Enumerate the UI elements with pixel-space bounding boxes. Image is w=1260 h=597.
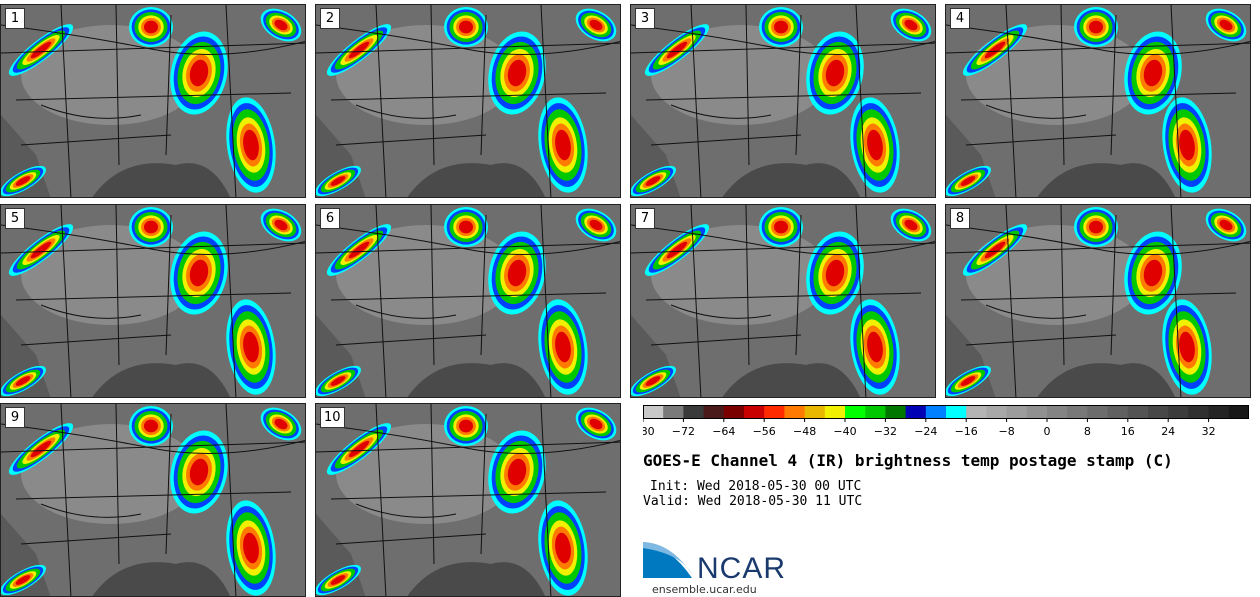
panel-7: 7 bbox=[630, 204, 936, 398]
panel-3: 3 bbox=[630, 4, 936, 198]
colorbar-tick-label: −8 bbox=[998, 425, 1014, 438]
colorbar-tick-label: −32 bbox=[874, 425, 897, 438]
northern-cloud-mass-layer bbox=[144, 221, 158, 234]
panel-number: 8 bbox=[950, 208, 970, 229]
website-url: ensemble.ucar.edu bbox=[652, 583, 757, 596]
colorbar-swatch bbox=[1188, 405, 1209, 419]
satellite-map bbox=[631, 205, 936, 398]
colorbar-swatch bbox=[784, 405, 805, 419]
colorbar-swatch bbox=[1128, 405, 1149, 419]
colorbar-swatch bbox=[1168, 405, 1189, 419]
satellite-map bbox=[946, 205, 1251, 398]
panel-number: 9 bbox=[5, 407, 25, 428]
colorbar-swatch bbox=[946, 405, 967, 419]
colorbar-swatch bbox=[906, 405, 927, 419]
colorbar-swatch bbox=[1209, 405, 1230, 419]
panel-9: 9 bbox=[0, 403, 306, 597]
colorbar-swatch bbox=[1229, 405, 1249, 419]
panel-4: 4 bbox=[945, 4, 1251, 198]
colorbar-swatch bbox=[1108, 405, 1129, 419]
ncar-logo: NCAR bbox=[642, 540, 802, 584]
init-time: Init: Wed 2018-05-30 00 UTC bbox=[650, 479, 861, 494]
colorbar-swatch bbox=[805, 405, 826, 419]
colorbar-tick-label: −72 bbox=[672, 425, 695, 438]
panel-number: 1 bbox=[5, 8, 25, 29]
panel-number: 7 bbox=[635, 208, 655, 229]
colorbar-swatch bbox=[663, 405, 684, 419]
satellite-map bbox=[1, 5, 306, 198]
colorbar-swatch bbox=[643, 405, 664, 419]
panel-10: 10 bbox=[315, 403, 621, 597]
panel-number: 2 bbox=[320, 8, 340, 29]
colorbar-swatch bbox=[1067, 405, 1088, 419]
colorbar-swatch bbox=[1047, 405, 1068, 419]
colorbar-swatch bbox=[966, 405, 987, 419]
colorbar-swatch bbox=[885, 405, 906, 419]
colorbar-tick-label: 24 bbox=[1161, 425, 1175, 438]
satellite-map bbox=[1, 404, 306, 597]
colorbar-swatch bbox=[724, 405, 745, 419]
colorbar-swatch bbox=[926, 405, 947, 419]
colorbar-swatch bbox=[764, 405, 785, 419]
panel-5: 5 bbox=[0, 204, 306, 398]
colorbar-swatch bbox=[1027, 405, 1048, 419]
panel-number: 5 bbox=[5, 208, 25, 229]
satellite-map bbox=[316, 5, 621, 198]
satellite-map bbox=[316, 404, 621, 597]
satellite-map bbox=[631, 5, 936, 198]
panel-number: 3 bbox=[635, 8, 655, 29]
northern-cloud-mass-layer bbox=[774, 21, 788, 34]
colorbar-swatch bbox=[683, 405, 704, 419]
figure-title: GOES-E Channel 4 (IR) brightness temp po… bbox=[643, 451, 1173, 470]
colorbar-tick-label: −48 bbox=[793, 425, 816, 438]
colorbar-swatch bbox=[865, 405, 886, 419]
colorbar-swatch bbox=[986, 405, 1007, 419]
colorbar-swatch bbox=[1087, 405, 1108, 419]
northern-cloud-mass-layer bbox=[459, 221, 473, 234]
colorbar-tick-label: 16 bbox=[1121, 425, 1135, 438]
panel-number: 4 bbox=[950, 8, 970, 29]
northern-cloud-mass-layer bbox=[1089, 221, 1103, 234]
colorbar-tick-label: −16 bbox=[955, 425, 978, 438]
colorbar-swatch bbox=[704, 405, 725, 419]
northern-cloud-mass-layer bbox=[459, 420, 473, 433]
valid-time: Valid: Wed 2018-05-30 11 UTC bbox=[643, 494, 862, 509]
panel-1: 1 bbox=[0, 4, 306, 198]
panel-8: 8 bbox=[945, 204, 1251, 398]
ncar-logo-text: NCAR bbox=[697, 552, 786, 584]
colorbar-swatch bbox=[825, 405, 846, 419]
colorbar-swatch bbox=[1007, 405, 1028, 419]
northern-cloud-mass-layer bbox=[144, 21, 158, 34]
northern-cloud-mass-layer bbox=[144, 420, 158, 433]
satellite-map bbox=[316, 205, 621, 398]
panel-2: 2 bbox=[315, 4, 621, 198]
colorbar-swatch bbox=[1148, 405, 1169, 419]
colorbar-tick-label: 0 bbox=[1044, 425, 1051, 438]
satellite-map bbox=[1, 205, 306, 398]
colorbar: −80−72−64−56−48−40−32−24−16−808162432 bbox=[643, 405, 1249, 441]
colorbar-tick-label: −64 bbox=[712, 425, 735, 438]
northern-cloud-mass-layer bbox=[1089, 21, 1103, 34]
panel-number: 6 bbox=[320, 208, 340, 229]
northern-cloud-mass-layer bbox=[459, 21, 473, 34]
colorbar-tick-label: −24 bbox=[914, 425, 937, 438]
panel-number: 10 bbox=[320, 407, 345, 428]
colorbar-tick-label: −56 bbox=[753, 425, 776, 438]
colorbar-tick-label: 32 bbox=[1202, 425, 1216, 438]
panel-6: 6 bbox=[315, 204, 621, 398]
northern-cloud-mass-layer bbox=[774, 221, 788, 234]
colorbar-tick-label: 8 bbox=[1084, 425, 1091, 438]
satellite-map bbox=[946, 5, 1251, 198]
colorbar-swatch bbox=[744, 405, 765, 419]
colorbar-swatch bbox=[845, 405, 866, 419]
colorbar-tick-label: −80 bbox=[643, 425, 655, 438]
colorbar-tick-label: −40 bbox=[833, 425, 856, 438]
